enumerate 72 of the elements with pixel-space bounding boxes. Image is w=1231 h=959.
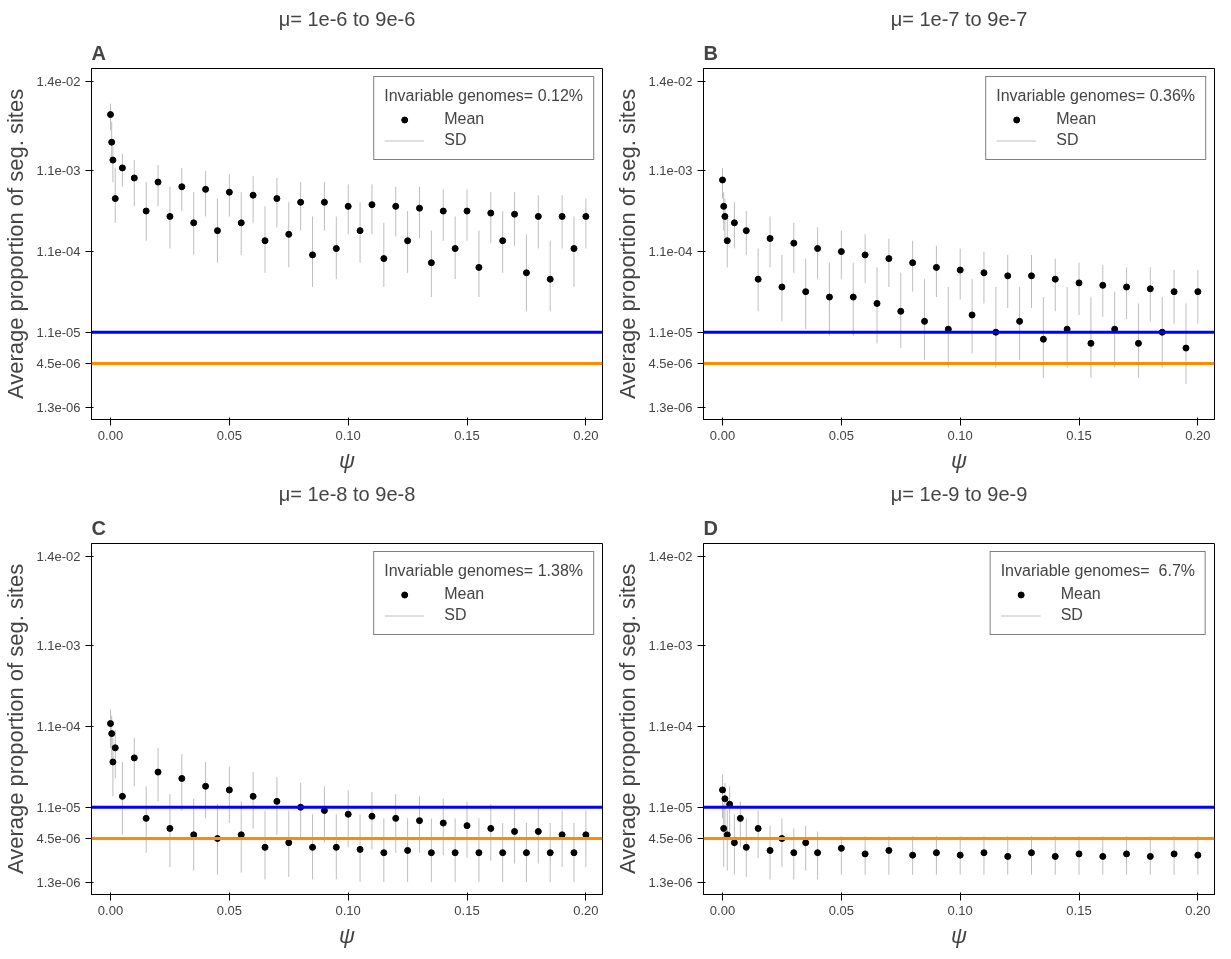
legend-label: SD xyxy=(1060,606,1083,624)
y-tick-label: 1.3e-06 xyxy=(648,874,693,890)
legend-label: SD xyxy=(444,131,467,149)
x-tick-label: 0.05 xyxy=(828,427,855,443)
y-tick-label: 1.1e-04 xyxy=(648,719,693,735)
legend-title: Invariable genomes= 1.38% xyxy=(384,562,583,580)
y-tick-label: 1.1e-03 xyxy=(648,163,693,179)
x-tick-label: 0.00 xyxy=(709,902,736,918)
chart-title: μ= 1e-8 to 9e-8 xyxy=(278,482,416,505)
x-tick-label: 0.10 xyxy=(335,902,361,918)
legend-label: Mean xyxy=(1056,110,1097,128)
x-tick-label: 0.20 xyxy=(1185,427,1211,443)
chart-title: μ= 1e-7 to 9e-7 xyxy=(890,7,1028,30)
y-tick-label: 1.4e-02 xyxy=(36,549,81,565)
x-tick-label: 0.05 xyxy=(216,427,243,443)
y-tick-label: 1.3e-06 xyxy=(36,874,81,890)
x-axis-title: ψ xyxy=(951,922,968,948)
legend-title: Invariable genomes= 0.12% xyxy=(384,87,583,105)
y-tick-label: 1.4e-02 xyxy=(648,74,693,90)
text: B xyxy=(703,41,718,64)
y-tick-label: 1.4e-02 xyxy=(36,74,81,90)
x-tick-label: 0.10 xyxy=(947,427,973,443)
legend-label: SD xyxy=(1056,131,1079,149)
x-tick-label: 0.00 xyxy=(709,427,736,443)
y-axis-title: Average proportion of seg. sites xyxy=(615,563,641,875)
legend-title: Invariable genomes= 0.36% xyxy=(996,87,1195,105)
y-tick-label: 1.1e-04 xyxy=(648,244,693,260)
y-tick-label: 1.1e-05 xyxy=(36,324,81,340)
y-tick-label: 1.1e-05 xyxy=(36,799,81,815)
y-tick-label: 4.5e-06 xyxy=(648,356,693,372)
legend-label: Mean xyxy=(1060,585,1101,603)
y-tick-label: 4.5e-06 xyxy=(36,356,81,372)
y-tick-label: 1.3e-06 xyxy=(648,399,693,415)
x-tick-label: 0.20 xyxy=(573,902,599,918)
y-axis-title: Average proportion of seg. sites xyxy=(615,88,641,400)
x-axis-title: ψ xyxy=(339,922,356,948)
y-tick-label: 1.1e-03 xyxy=(648,638,693,654)
chart-title: μ= 1e-9 to 9e-9 xyxy=(890,482,1028,505)
x-tick-label: 0.00 xyxy=(97,427,124,443)
legend-label: SD xyxy=(444,606,467,624)
x-axis-title: ψ xyxy=(339,447,356,473)
x-tick-label: 0.05 xyxy=(828,902,855,918)
y-tick-label: 1.1e-05 xyxy=(648,799,693,815)
x-tick-label: 0.05 xyxy=(216,902,243,918)
x-tick-label: 0.15 xyxy=(454,427,480,443)
text: A xyxy=(91,41,106,64)
legend-title: Invariable genomes= 6.7% xyxy=(1000,562,1195,580)
x-tick-label: 0.00 xyxy=(97,902,124,918)
y-axis-title: Average proportion of seg. sites xyxy=(3,563,29,875)
y-tick-label: 1.4e-02 xyxy=(648,549,693,565)
x-tick-label: 0.20 xyxy=(1185,902,1211,918)
chart-title: μ= 1e-6 to 9e-6 xyxy=(278,7,416,30)
y-tick-label: 4.5e-06 xyxy=(648,831,693,847)
x-tick-label: 0.10 xyxy=(947,902,973,918)
y-tick-label: 1.1e-03 xyxy=(36,638,81,654)
y-tick-label: 1.1e-03 xyxy=(36,163,81,179)
y-tick-label: 1.1e-05 xyxy=(648,324,693,340)
text: C xyxy=(91,516,106,539)
y-axis-title: Average proportion of seg. sites xyxy=(3,88,29,400)
legend-label: Mean xyxy=(444,585,485,603)
legend-label: Mean xyxy=(444,110,485,128)
y-tick-label: 1.1e-04 xyxy=(36,244,81,260)
x-axis-title: ψ xyxy=(951,447,968,473)
text: D xyxy=(703,516,718,539)
y-tick-label: 1.1e-04 xyxy=(36,719,81,735)
y-tick-label: 4.5e-06 xyxy=(36,831,81,847)
x-tick-label: 0.15 xyxy=(1066,902,1092,918)
y-tick-label: 1.3e-06 xyxy=(36,399,81,415)
x-tick-label: 0.10 xyxy=(335,427,361,443)
x-tick-label: 0.15 xyxy=(1066,427,1092,443)
x-tick-label: 0.20 xyxy=(573,427,599,443)
x-tick-label: 0.15 xyxy=(454,902,480,918)
